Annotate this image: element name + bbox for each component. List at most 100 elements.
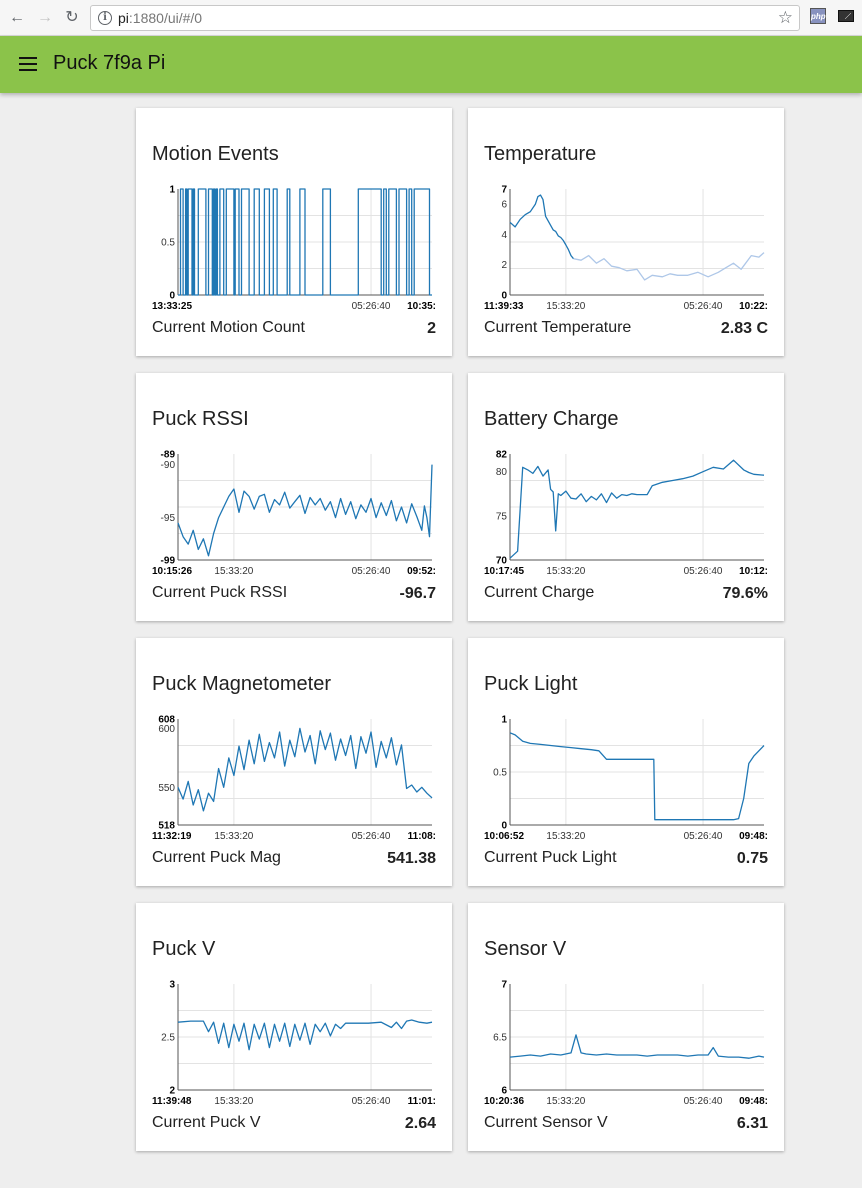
metric-value: 541.38 <box>387 850 436 867</box>
metric-label: Current Charge <box>484 584 595 601</box>
metric-label: Current Puck Mag <box>152 849 281 866</box>
y-tick-label: 6 <box>501 1086 507 1097</box>
card-title: Motion Events <box>152 143 279 165</box>
x-tick-label: 13:33:25 <box>152 301 192 312</box>
card-title: Puck Light <box>484 673 578 695</box>
browser-toolbar: ← → ↻ i pi:1880/ui/#/0 ☆ php <box>0 0 862 36</box>
x-tick-label: 05:26:40 <box>684 831 723 842</box>
x-tick-label: 10:35: <box>407 301 436 312</box>
y-tick-label: 608 <box>158 715 175 726</box>
card-battery-charge: Battery Charge 82 80 75 70 10:17:45 15:33:20 0… <box>468 373 784 621</box>
magnetometer-chart: 608 600 550 518 11:32:19 15:33:20 05:26:40 11:0… <box>152 715 436 843</box>
metric-label: Current Puck V <box>152 1114 261 1131</box>
y-tick-label: 75 <box>496 511 508 522</box>
metric-value: 2.64 <box>404 1115 436 1132</box>
chart-svg: 1 0.5 013:33:25 05:26:40 10:35: <box>152 185 436 312</box>
y-tick-label: 1 <box>501 715 507 726</box>
app-title: Puck 7f9a Pi <box>53 52 166 74</box>
card-title: Puck V <box>152 938 216 960</box>
metric-label: Current Puck Light <box>484 849 617 866</box>
x-tick-label: 15:33:20 <box>214 1096 253 1107</box>
url-text[interactable]: pi:1880/ui/#/0 <box>118 10 203 26</box>
x-tick-label: 05:26:40 <box>352 566 391 577</box>
y-tick-label: 7 <box>501 185 507 196</box>
card-motion-events: Motion Events 1 0.5 0 13:33:25 05:26:40 10:35… <box>136 108 452 356</box>
x-tick-label: 15:33:20 <box>546 301 585 312</box>
metric-value: 79.6% <box>722 585 768 602</box>
x-tick-label: 09:48: <box>739 831 768 842</box>
x-tick-label: 09:48: <box>739 1096 768 1107</box>
y-tick-label: 6.5 <box>493 1033 507 1044</box>
x-tick-label: 11:08: <box>408 831 436 842</box>
menu-icon[interactable] <box>19 57 37 71</box>
y-tick-label: 3 <box>169 980 175 991</box>
temperature-chart: 7 6 4 2 0 11:39:33 15:33:20 05:26:40 10:22: <box>484 185 768 313</box>
y-tick-label: 2 <box>501 260 507 271</box>
metric-label: Current Motion Count <box>152 319 305 336</box>
y-tick-label: -89 <box>161 450 176 461</box>
series-line <box>177 1019 433 1051</box>
php-extension-icon[interactable]: php <box>810 8 826 24</box>
card-title: Puck RSSI <box>152 408 249 430</box>
y-tick-label: 0 <box>169 291 175 302</box>
light-chart: 1 0.5 0 10:06:52 15:33:20 05:26:40 09:48: <box>484 715 768 843</box>
card-puck-magnetometer: Puck Magnetometer 608 600 550 518 11:32:19 15… <box>136 638 452 886</box>
metric-value: 2.83 C <box>720 320 768 337</box>
x-tick-label: 15:33:20 <box>546 1096 585 1107</box>
metric-label: Current Puck RSSI <box>152 584 288 601</box>
x-tick-label: 05:26:40 <box>352 1096 391 1107</box>
card-title: Sensor V <box>484 938 567 960</box>
y-tick-label: 0 <box>501 291 507 302</box>
y-tick-label: 70 <box>496 556 508 567</box>
metric-value: 2 <box>427 320 436 337</box>
reload-icon[interactable]: ↻ <box>65 9 79 26</box>
y-tick-label: 0.5 <box>493 768 507 779</box>
y-tick-label: 518 <box>158 821 175 832</box>
x-tick-label: 10:12: <box>739 566 768 577</box>
x-tick-label: 10:15:26 <box>152 566 192 577</box>
y-tick-label: 0.5 <box>161 238 175 249</box>
chart-svg: 3 2.5 211:39:48 15:33:20 05:26:40 11:01: <box>152 980 436 1107</box>
app-toolbar: Puck 7f9a Pi <box>0 36 862 93</box>
x-tick-label: 15:33:20 <box>546 566 585 577</box>
address-bar[interactable]: i pi:1880/ui/#/0 ☆ <box>90 5 800 31</box>
y-tick-label: 2.5 <box>161 1033 175 1044</box>
x-tick-label: 11:39:33 <box>484 301 524 312</box>
series-line <box>509 1034 765 1059</box>
x-tick-label: 05:26:40 <box>684 1096 723 1107</box>
x-tick-label: 10:17:45 <box>484 566 524 577</box>
motion-chart: 1 0.5 0 13:33:25 05:26:40 10:35: <box>152 185 436 313</box>
x-tick-label: 05:26:40 <box>352 301 391 312</box>
chart-svg: 7 6 4 2 011:39:33 15:33:20 05:26:40 10:22: <box>484 185 768 312</box>
metric-value: 6.31 <box>736 1115 768 1132</box>
info-icon[interactable]: i <box>98 11 112 25</box>
puck-v-chart: 3 2.5 2 11:39:48 15:33:20 05:26:40 11:01: <box>152 980 436 1108</box>
terminal-extension-icon[interactable] <box>838 10 854 22</box>
series-line <box>178 188 432 296</box>
card-puck-light: Puck Light 1 0.5 0 10:06:52 15:33:20 05:26:40… <box>468 638 784 886</box>
back-arrow-icon[interactable]: ← <box>9 9 25 26</box>
x-tick-label: 11:32:19 <box>152 831 192 842</box>
metric-label: Current Temperature <box>484 319 632 336</box>
metric-label: Current Sensor V <box>484 1114 608 1131</box>
card-title: Temperature <box>484 143 597 165</box>
forward-arrow-icon[interactable]: → <box>37 9 53 26</box>
chart-svg: 7 6.5 610:20:36 15:33:20 05:26:40 09:48: <box>484 980 768 1107</box>
card-title: Battery Charge <box>484 408 619 430</box>
y-tick-label: 80 <box>496 467 508 478</box>
y-tick-label: -95 <box>161 513 176 524</box>
card-title: Puck Magnetometer <box>152 673 331 695</box>
x-tick-label: 15:33:20 <box>214 831 253 842</box>
y-tick-label: 7 <box>501 980 507 991</box>
card-temperature: Temperature 7 6 4 2 0 11:39:33 15:33:20 05:26:4… <box>468 108 784 356</box>
card-puck-v: Puck V 3 2.5 2 11:39:48 15:33:20 05:26:40 11:0… <box>136 903 452 1151</box>
bookmark-star-icon[interactable]: ☆ <box>777 8 793 27</box>
y-tick-label: 4 <box>501 230 507 241</box>
series-line <box>509 732 765 821</box>
series-line <box>573 252 765 281</box>
card-sensor-v: Sensor V 7 6.5 6 10:20:36 15:33:20 05:26:40 09… <box>468 903 784 1151</box>
x-tick-label: 15:33:20 <box>214 566 253 577</box>
